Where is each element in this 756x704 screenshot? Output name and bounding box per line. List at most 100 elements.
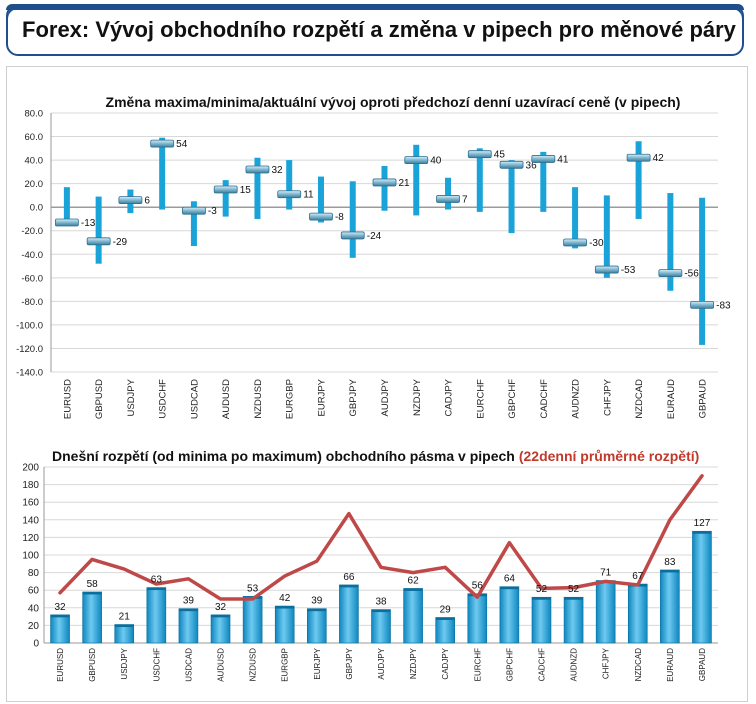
chart2-data-label: 66 — [343, 572, 355, 583]
chart2-data-label: 39 — [183, 596, 195, 607]
chart1-title: Změna maxima/minima/aktuální vývoj oprot… — [106, 94, 681, 110]
chart2-bar-cap — [403, 588, 423, 591]
chart1-data-label: 54 — [176, 139, 188, 150]
chart2-bar-cap — [435, 617, 455, 620]
chart1-range-bar — [254, 157, 261, 219]
chart1-x-tick-label: EURGBP — [285, 379, 296, 419]
chart1-y-tick-label: 80.0 — [25, 109, 44, 120]
chart1-range-bar — [95, 196, 102, 264]
chart1-y-tick-label: -120.0 — [16, 344, 43, 355]
chart1-data-label: 21 — [399, 178, 411, 189]
chart2-title-suffix: (22denní průměrné rozpětí) — [519, 448, 699, 464]
chart2-y-tick-label: 0 — [33, 639, 39, 650]
chart1-x-tick-label: EURJPY — [316, 378, 327, 416]
chart1-range-bar — [699, 197, 706, 345]
chart2-x-tick-label: GBPAUD — [698, 648, 707, 681]
chart1-y-tick-label: 0.0 — [30, 203, 43, 214]
chart1-range-bar — [159, 137, 166, 210]
chart1-data-label: -13 — [81, 218, 96, 229]
chart2-y-tick-label: 40 — [28, 603, 40, 614]
chart2-bar — [50, 614, 70, 644]
chart1-data-label: 32 — [271, 165, 283, 176]
chart1-current-marker — [372, 178, 397, 187]
chart2-data-label: 21 — [119, 612, 131, 623]
chart2-bar — [563, 596, 584, 644]
chart2-title-main: Dnešní rozpětí (od minima po maximum) ob… — [52, 448, 515, 464]
chart1-range-bar — [381, 165, 388, 211]
chart2-bar — [435, 617, 455, 644]
chart2-y-tick-label: 200 — [22, 463, 39, 474]
chart1-data-label: 11 — [303, 190, 314, 201]
chart2-bar — [114, 624, 135, 644]
chart2-x-tick-label: EURGBP — [281, 648, 290, 682]
chart2-bar-cap — [660, 569, 680, 573]
chart1-y-tick-label: -100.0 — [16, 320, 43, 331]
chart1-x-tick-label: CHFJPY — [602, 378, 613, 416]
chart1-x-tick-label: AUDNZD — [571, 379, 582, 419]
chart1-y-tick-label: -20.0 — [21, 226, 43, 237]
chart1-data-label: 36 — [526, 160, 538, 171]
chart2-y-axis: 0 20 40 60 80 100 120 140 160 180 200 — [22, 463, 39, 650]
chart2-x-tick-label: AUDJPY — [377, 647, 386, 679]
chart1-range-bar — [63, 187, 70, 223]
chart1-current-marker — [626, 153, 651, 162]
chart1-current-marker — [309, 212, 333, 221]
chart2-data-label: 62 — [408, 575, 420, 586]
chart1-data-label: 40 — [430, 156, 442, 167]
chart1-current-marker — [245, 165, 270, 174]
chart2-x-tick-label: NZDJPY — [409, 647, 418, 679]
chart1-current-marker — [150, 139, 175, 148]
chart2-x-tick-label: EURAUD — [666, 648, 675, 682]
chart2-bar-cap — [178, 608, 198, 612]
chart2-x-tick-label: GBPUSD — [88, 648, 97, 682]
chart1-data-label: 7 — [462, 194, 468, 205]
chart1-current-marker — [563, 238, 587, 247]
chart2-bar — [499, 586, 520, 644]
chart2-bar — [146, 587, 167, 644]
chart2-data-label: 42 — [279, 593, 291, 604]
chart1-x-tick-label: GBPAUD — [698, 379, 709, 419]
chart1-data-label: -30 — [589, 238, 604, 249]
chart1-x-tick-label: USDCAD — [189, 379, 200, 419]
chart1-y-tick-label: 20.0 — [25, 179, 44, 190]
chart1-range-bar — [635, 141, 642, 219]
chart2-bar-cap — [114, 624, 134, 628]
chart1-data-label: 6 — [144, 196, 150, 207]
chart1-range-bar — [603, 195, 610, 278]
chart1-current-marker — [340, 231, 365, 240]
chart1-data-label: 41 — [557, 154, 569, 165]
chart1-x-tick-label: NZDUSD — [253, 379, 264, 419]
chart2-bar-cap — [307, 608, 327, 612]
chart2-bar — [403, 588, 423, 644]
chart2-y-tick-label: 140 — [22, 515, 39, 526]
chart2-x-tick-label: GBPCHF — [505, 648, 514, 681]
chart1-current-marker — [658, 269, 683, 278]
chart1-range-bar — [476, 148, 483, 212]
chart1-x-tick-label: EURCHF — [475, 379, 486, 419]
chart2-x-tick-label: EURJPY — [313, 647, 322, 679]
chart1-x-tick-label: USDCHF — [158, 379, 169, 419]
chart1-range-bar — [667, 193, 674, 291]
chart2-x-tick-label: CADCHF — [537, 648, 546, 681]
chart1-current-marker — [594, 265, 619, 274]
chart2-bar-cap — [82, 591, 102, 595]
chart1-x-tick-label: GBPUSD — [94, 379, 105, 419]
chart1-range-bar — [317, 176, 324, 223]
chart1-current-marker — [404, 156, 429, 164]
chart2-data-label: 64 — [504, 574, 516, 585]
chart1-data-label: -53 — [621, 265, 636, 276]
chart1-range-bar — [286, 160, 293, 210]
chart1-x-axis: EURUSD GBPUSD USDJPY USDCHF USDCAD AUDUSD NZDU… — [62, 378, 708, 419]
charts-panel — [6, 66, 748, 702]
chart2-data-label: 39 — [311, 596, 323, 607]
chart2-data-label: 29 — [440, 604, 452, 615]
chart1-y-tick-label: -40.0 — [21, 250, 43, 261]
chart2-y-tick-label: 100 — [22, 551, 39, 562]
chart2-bar — [627, 583, 648, 644]
chart1-x-tick-label: EURAUD — [666, 379, 677, 419]
chart2-y-tick-label: 160 — [22, 498, 39, 509]
chart2-data-label: 127 — [694, 518, 711, 529]
chart2-data-label: 53 — [247, 583, 259, 594]
chart1-y-tick-label: 40.0 — [25, 156, 44, 167]
chart1-x-tick-label: CADCHF — [539, 379, 550, 419]
